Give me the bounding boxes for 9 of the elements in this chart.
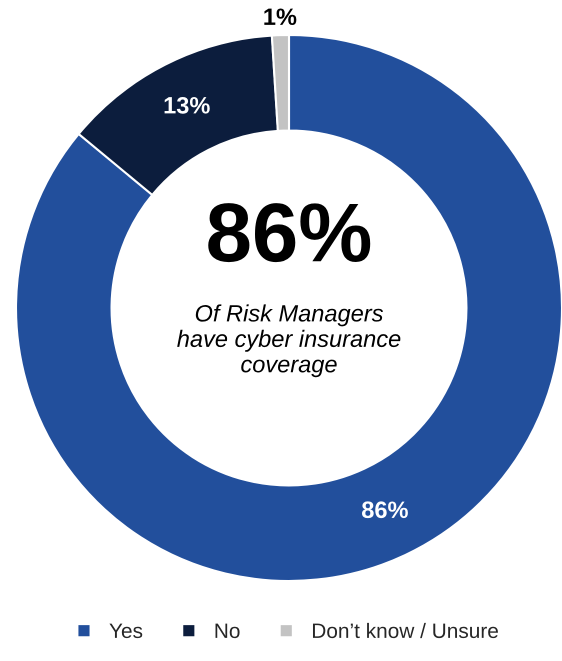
data-label: 13% bbox=[164, 96, 210, 114]
legend-label: No bbox=[216, 624, 240, 638]
donut-slice bbox=[14, 34, 562, 582]
text: Of Risk Managers have cyber insurance coverage bbox=[177, 304, 400, 378]
data-label: 86% bbox=[362, 501, 408, 518]
legend-label: Yes bbox=[109, 624, 142, 638]
data-label: 1% bbox=[264, 8, 296, 26]
text: 86% bbox=[208, 203, 370, 262]
legend-label: Don’t know / Unsure bbox=[312, 622, 498, 638]
